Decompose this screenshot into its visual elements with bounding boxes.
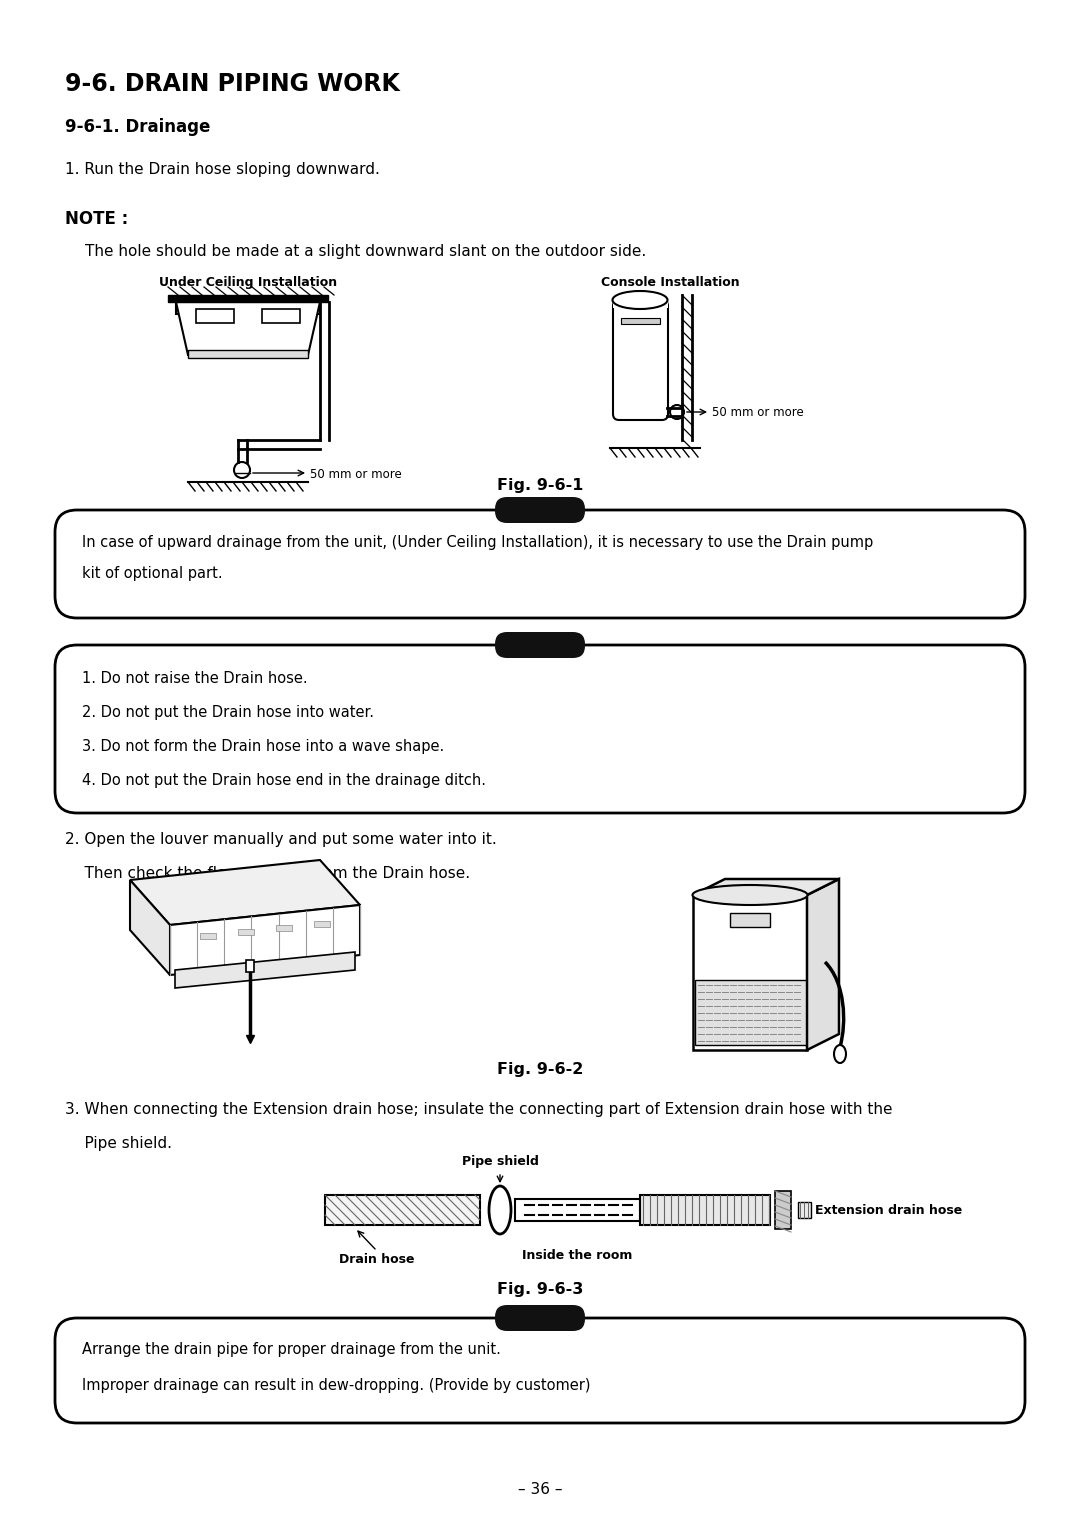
Text: Console Installation: Console Installation <box>600 277 740 289</box>
Text: Fig. 9-6-1: Fig. 9-6-1 <box>497 478 583 494</box>
Polygon shape <box>176 303 320 354</box>
Bar <box>188 350 308 358</box>
Polygon shape <box>170 905 360 975</box>
Polygon shape <box>693 895 807 1050</box>
Text: Then check the flow of water from the Drain hose.: Then check the flow of water from the Dr… <box>65 866 470 882</box>
Bar <box>325 1195 480 1225</box>
Text: Fig. 9-6-3: Fig. 9-6-3 <box>497 1282 583 1297</box>
Bar <box>696 979 806 1045</box>
Text: The hole should be made at a slight downward slant on the outdoor side.: The hole should be made at a slight down… <box>85 244 646 260</box>
Polygon shape <box>175 952 355 989</box>
FancyBboxPatch shape <box>55 645 1025 813</box>
Text: Drain hose: Drain hose <box>339 1253 415 1267</box>
Text: 50 mm or more: 50 mm or more <box>310 468 402 480</box>
Ellipse shape <box>692 885 808 905</box>
Bar <box>200 934 216 940</box>
Bar <box>621 318 660 324</box>
Text: 3. When connecting the Extension drain hose; insulate the connecting part of Ext: 3. When connecting the Extension drain h… <box>65 1102 892 1117</box>
Bar <box>168 295 328 303</box>
Polygon shape <box>807 879 839 1050</box>
FancyBboxPatch shape <box>613 299 669 420</box>
Text: Fig. 9-6-2: Fig. 9-6-2 <box>497 1062 583 1077</box>
FancyBboxPatch shape <box>495 1305 585 1331</box>
Bar <box>515 1199 640 1221</box>
Text: 3. Do not form the Drain hose into a wave shape.: 3. Do not form the Drain hose into a wav… <box>82 740 444 753</box>
Bar <box>613 298 669 309</box>
Bar <box>246 960 254 972</box>
Polygon shape <box>130 860 360 924</box>
Text: 1. Run the Drain hose sloping downward.: 1. Run the Drain hose sloping downward. <box>65 162 380 177</box>
Bar <box>238 929 254 935</box>
Text: Arrange the drain pipe for proper drainage from the unit.: Arrange the drain pipe for proper draina… <box>82 1342 501 1357</box>
Text: Pipe shield: Pipe shield <box>461 1155 539 1167</box>
Text: 2. Open the louver manually and put some water into it.: 2. Open the louver manually and put some… <box>65 833 497 847</box>
Text: kit of optional part.: kit of optional part. <box>82 565 222 581</box>
Polygon shape <box>693 879 839 895</box>
Text: Under Ceiling Installation: Under Ceiling Installation <box>159 277 337 289</box>
FancyBboxPatch shape <box>55 510 1025 617</box>
Bar <box>775 1190 791 1229</box>
Text: 9-6-1. Drainage: 9-6-1. Drainage <box>65 118 211 136</box>
Text: – 36 –: – 36 – <box>517 1482 563 1497</box>
Text: Extension drain hose: Extension drain hose <box>815 1204 962 1216</box>
Text: 4. Do not put the Drain hose end in the drainage ditch.: 4. Do not put the Drain hose end in the … <box>82 773 486 788</box>
Text: NOTE :: NOTE : <box>65 209 129 228</box>
Polygon shape <box>130 880 170 975</box>
Text: 2. Do not put the Drain hose into water.: 2. Do not put the Drain hose into water. <box>82 704 374 720</box>
Text: Improper drainage can result in dew-dropping. (Provide by customer): Improper drainage can result in dew-drop… <box>82 1378 591 1394</box>
Bar <box>640 1195 770 1225</box>
Text: 9-6. DRAIN PIPING WORK: 9-6. DRAIN PIPING WORK <box>65 72 400 96</box>
Bar <box>262 309 300 322</box>
Bar <box>176 303 320 313</box>
Bar <box>730 914 770 927</box>
Bar <box>276 924 292 931</box>
FancyBboxPatch shape <box>495 497 585 523</box>
Ellipse shape <box>612 290 667 309</box>
Text: 50 mm or more: 50 mm or more <box>712 406 804 420</box>
Ellipse shape <box>834 1045 846 1063</box>
Bar <box>798 1203 811 1218</box>
Text: Inside the room: Inside the room <box>522 1248 632 1262</box>
Text: 1. Do not raise the Drain hose.: 1. Do not raise the Drain hose. <box>82 671 308 686</box>
FancyBboxPatch shape <box>55 1319 1025 1423</box>
Text: In case of upward drainage from the unit, (Under Ceiling Installation), it is ne: In case of upward drainage from the unit… <box>82 535 874 550</box>
Ellipse shape <box>489 1186 511 1235</box>
Bar <box>195 309 234 322</box>
FancyBboxPatch shape <box>495 633 585 659</box>
Text: Pipe shield.: Pipe shield. <box>65 1135 172 1151</box>
Bar <box>314 921 330 927</box>
